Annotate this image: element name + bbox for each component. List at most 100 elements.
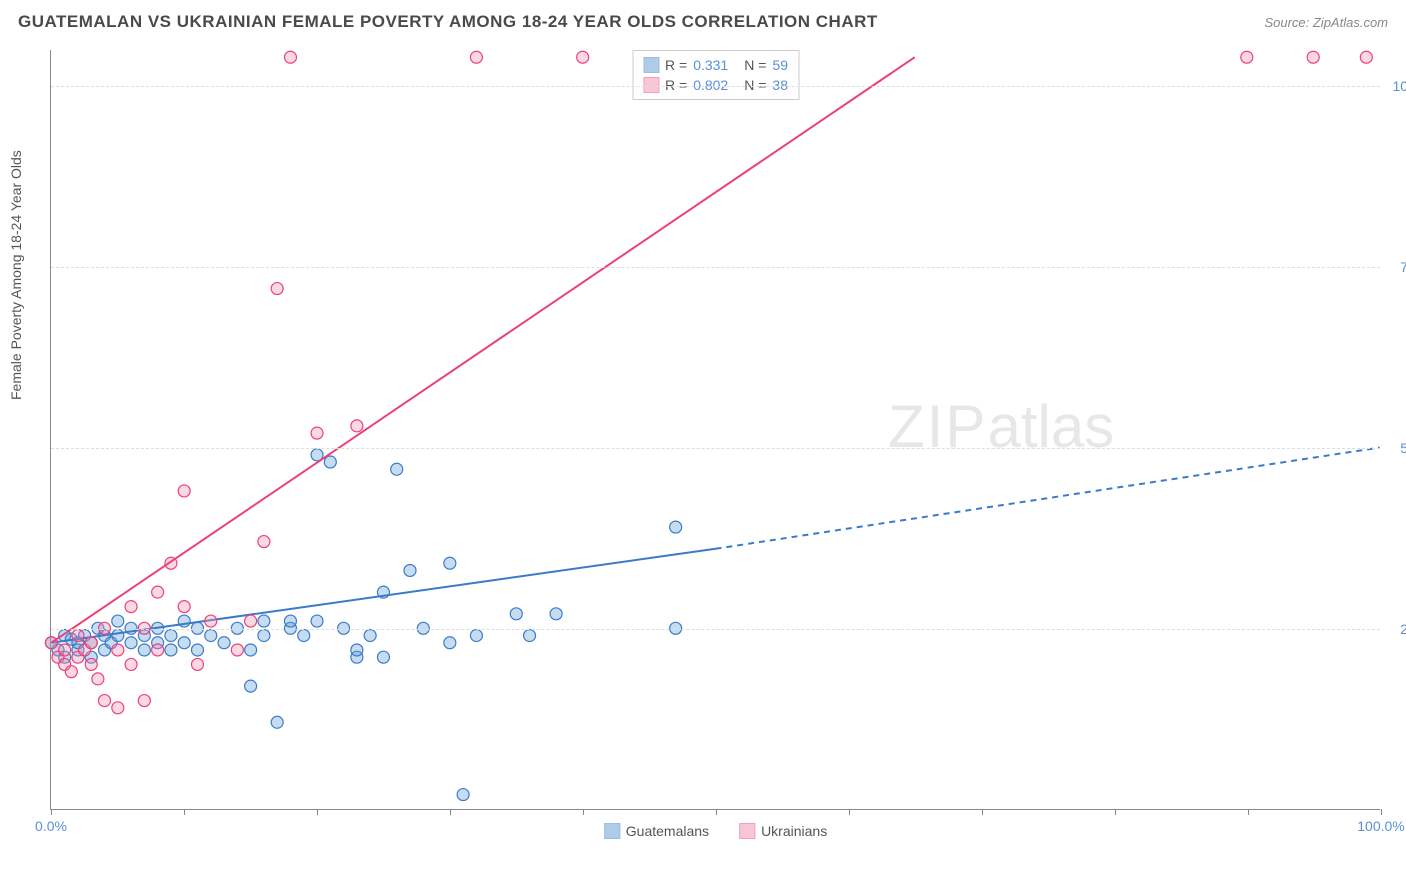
data-point [112,615,124,627]
data-point [577,51,589,63]
x-tick [1115,809,1116,815]
data-point [470,630,482,642]
data-point [391,463,403,475]
data-point [231,644,243,656]
x-tick [849,809,850,815]
data-point [245,644,257,656]
trend-line-dashed [716,448,1380,549]
legend-label-guatemalans: Guatemalans [626,823,709,839]
x-tick [51,809,52,815]
data-point [351,644,363,656]
data-point [165,644,177,656]
x-tick-label: 100.0% [1357,818,1404,834]
data-point [92,673,104,685]
x-tick [982,809,983,815]
data-point [125,601,137,613]
swatch-guatemalans [643,57,659,73]
legend-item-guatemalans: Guatemalans [604,823,709,839]
x-tick [184,809,185,815]
data-point [444,557,456,569]
data-point [1241,51,1253,63]
gridline [51,629,1380,630]
data-point [324,456,336,468]
data-point [152,644,164,656]
data-point [510,608,522,620]
data-point [85,637,97,649]
y-tick-label: 75.0% [1400,259,1406,275]
gridline [51,448,1380,449]
data-point [524,630,536,642]
n-value-1: 38 [772,77,788,93]
r-label-1: R = [665,77,687,93]
trend-line [51,57,914,643]
swatch-ukrainians [643,77,659,93]
data-point [457,789,469,801]
data-point [377,651,389,663]
x-tick [1381,809,1382,815]
data-point [284,615,296,627]
data-point [311,615,323,627]
data-point [245,680,257,692]
data-point [351,420,363,432]
x-tick [716,809,717,815]
data-point [191,658,203,670]
gridline [51,267,1380,268]
data-point [258,630,270,642]
stats-legend-box: R = 0.331 N = 59 R = 0.802 N = 38 [632,50,799,100]
legend-swatch-ukrainians [739,823,755,839]
data-point [364,630,376,642]
y-tick-label: 100.0% [1393,78,1406,94]
data-point [444,637,456,649]
data-point [65,666,77,678]
data-point [178,601,190,613]
data-point [271,716,283,728]
x-tick [450,809,451,815]
data-point [138,695,150,707]
gridline [51,86,1380,87]
r-label-0: R = [665,57,687,73]
data-point [72,630,84,642]
data-point [258,536,270,548]
chart-title: GUATEMALAN VS UKRAINIAN FEMALE POVERTY A… [18,12,878,32]
data-point [59,644,71,656]
n-label-0: N = [744,57,766,73]
stats-row-0: R = 0.331 N = 59 [643,55,788,75]
data-point [1360,51,1372,63]
legend-label-ukrainians: Ukrainians [761,823,827,839]
data-point [311,427,323,439]
data-point [178,485,190,497]
data-point [245,615,257,627]
data-point [112,644,124,656]
y-tick-label: 50.0% [1400,440,1406,456]
plot-svg [51,50,1380,809]
y-axis-label: Female Poverty Among 18-24 Year Olds [8,150,24,400]
n-value-0: 59 [772,57,788,73]
data-point [152,586,164,598]
x-tick [1248,809,1249,815]
data-point [85,658,97,670]
data-point [99,695,111,707]
legend-item-ukrainians: Ukrainians [739,823,827,839]
data-point [125,658,137,670]
r-value-0: 0.331 [693,57,728,73]
chart-plot-area: ZIPatlas R = 0.331 N = 59 R = 0.802 N = … [50,50,1380,810]
x-tick [317,809,318,815]
data-point [218,637,230,649]
data-point [205,615,217,627]
data-point [165,630,177,642]
data-point [1307,51,1319,63]
data-point [205,630,217,642]
chart-source: Source: ZipAtlas.com [1264,15,1388,30]
y-tick-label: 25.0% [1400,621,1406,637]
legend-bottom: Guatemalans Ukrainians [604,823,827,839]
data-point [258,615,270,627]
stats-row-1: R = 0.802 N = 38 [643,75,788,95]
data-point [271,283,283,295]
data-point [191,644,203,656]
x-tick-label: 0.0% [35,818,67,834]
chart-header: GUATEMALAN VS UKRAINIAN FEMALE POVERTY A… [18,12,1388,32]
data-point [670,521,682,533]
x-tick [583,809,584,815]
r-value-1: 0.802 [693,77,728,93]
data-point [112,630,124,642]
